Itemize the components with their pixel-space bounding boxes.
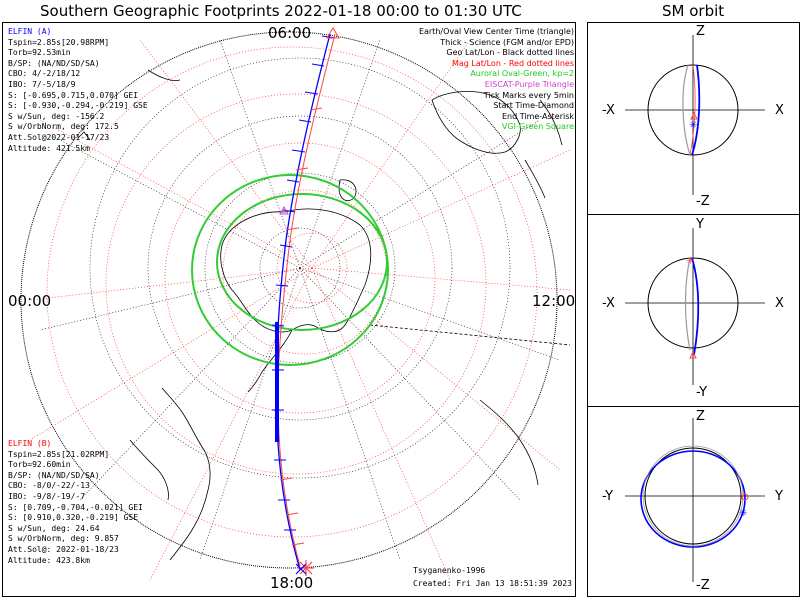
elfin-a-line: CBO: 4/-2/18/12 xyxy=(8,69,81,79)
view-center-line xyxy=(369,324,571,346)
legend-entry: Auroral Oval-Green, kp=2 xyxy=(470,69,574,79)
legend-entry: Geo Lat/Lon - Black dotted lines xyxy=(446,48,574,58)
elfin-a-tick-marks xyxy=(271,35,337,531)
orbit-xy-right: X xyxy=(775,296,784,311)
elfin-a-line: Tspin=2.85s[20.98RPM] xyxy=(8,37,110,47)
orbit-title: SM orbit xyxy=(662,2,725,20)
elfin-a-line: S: [-0.930,-0.294,-0.219] GSE xyxy=(8,101,148,111)
earth-limb xyxy=(20,31,558,569)
map-frame xyxy=(2,22,576,597)
elfin-b-line: CBO: -8/0/-22/-13 xyxy=(8,481,90,491)
orbit-yz-right: Y xyxy=(775,489,783,504)
clock-label-bottom: 18:00 xyxy=(270,574,314,592)
mag-lon-lines xyxy=(29,39,571,581)
elfin-b-line: IBO: -9/8/-19/-7 xyxy=(8,491,86,501)
orbit-xz-left: -X xyxy=(602,103,615,118)
clock-label-left: 00:00 xyxy=(8,292,52,310)
orbit-yz-bottom: -Z xyxy=(696,578,710,593)
elfin-a-end-asterisk xyxy=(295,563,307,575)
elfin-a-line: S w/Sun, deg: -156.2 xyxy=(8,111,105,121)
orbit-frame-yz xyxy=(587,406,800,597)
elfin-b-info: ELFIN (B) Tspin=2.85s[21.02RPM] Torb=92.… xyxy=(8,439,143,566)
model-label: Tsyganenko-1996 xyxy=(413,566,486,575)
svg-text:✳: ✳ xyxy=(689,120,697,131)
eiscat-triangle xyxy=(279,205,289,215)
elfin-b-tick-marks xyxy=(279,107,323,546)
clock-label-top: 06:00 xyxy=(268,24,312,42)
elfin-b-name: ELFIN (B) xyxy=(8,439,52,448)
clock-label-right: 12:00 xyxy=(532,292,576,310)
elfin-b-line: B/SP: (NA/ND/SD/SA) xyxy=(8,470,100,480)
orbit-yz-top: Z xyxy=(696,409,705,424)
svg-text:✳: ✳ xyxy=(686,256,694,267)
geo-lat-lines xyxy=(89,57,511,479)
elfin-b-line: S: [0.910,0.320,-0.219] GSE xyxy=(8,513,139,523)
elfin-a-name: ELFIN (A) xyxy=(8,27,52,36)
elfin-a-info: ELFIN (A) Tspin=2.85s[20.98RPM] Torb=92.… xyxy=(8,27,148,154)
orbit-frame-xy xyxy=(587,214,800,407)
created-label: Created: Fri Jan 13 18:51:39 2023 xyxy=(413,579,572,588)
orbit-xy-left: -X xyxy=(602,296,615,311)
orbit-yz-left: -Y xyxy=(602,489,614,504)
elfin-b-line: Tspin=2.85s[21.02RPM] xyxy=(8,449,110,459)
legend-entry: End Time-Asterisk xyxy=(501,111,574,121)
orbit-xz-right: X xyxy=(775,103,784,118)
elfin-b-line: S w/Sun, deg: 24.64 xyxy=(8,523,100,533)
elfin-a-line: S: [-0.695,0.715,0.070] GEI xyxy=(8,90,139,100)
elfin-b-line: S w/OrbNorm, deg: 9.857 xyxy=(8,534,119,544)
orbit-panel-xy: ✳ xyxy=(625,228,765,385)
elfin-b-line: Att.Sol@: 2022-01-18/23 xyxy=(8,544,119,554)
elfin-a-line: S w/OrbNorm, deg: 172.5 xyxy=(8,122,119,132)
elfin-a-line: Altitude: 421.5km xyxy=(8,143,90,153)
elfin-a-line: IBO: 7/-5/18/9 xyxy=(8,79,76,89)
orbit-panel-xz: ✳ xyxy=(625,35,765,195)
chart-title: Southern Geographic Footprints 2022-01-1… xyxy=(40,2,522,20)
auroral-oval xyxy=(191,174,389,366)
coastlines xyxy=(77,69,563,561)
legend-entry: Tick Marks every 5min xyxy=(483,90,574,100)
elfin-b-line: Altitude: 423.8km xyxy=(8,555,90,565)
orbit-xy-top: Y xyxy=(696,217,704,232)
elfin-a-line: B/SP: (NA/ND/SD/SA) xyxy=(8,58,100,68)
map-legend: Earth/Oval View Center Time (triangle) T… xyxy=(419,27,574,133)
orbit-xz-bottom: -Z xyxy=(696,194,710,209)
elfin-b-center-triangle xyxy=(326,27,340,39)
orbit-panel-yz: ✳ xyxy=(625,418,765,582)
legend-entry: Mag Lat/Lon - Red dotted lines xyxy=(451,58,574,68)
elfin-a-track xyxy=(275,33,331,571)
legend-entry: VGI-Green Square xyxy=(501,122,574,132)
legend-entry: Start Time-Diamond xyxy=(493,101,574,111)
svg-text:✳: ✳ xyxy=(739,508,747,519)
elfin-b-line: S: [0.709,-0.704,-0.021] GEI xyxy=(8,502,143,512)
orbit-xy-bottom: -Y xyxy=(696,385,708,400)
elfin-b-line: Torb=92.60min xyxy=(8,460,71,470)
orbit-xz-top: Z xyxy=(696,24,705,39)
elfin-a-line: Torb=92.53min xyxy=(8,48,71,58)
elfin-b-track xyxy=(277,33,336,567)
legend-entry: Earth/Oval View Center Time (triangle) xyxy=(418,27,574,36)
legend-entry: Thick - Science (FGM and/or EPD) xyxy=(440,37,574,47)
legend-entry: EISCAT-Purple Triangle xyxy=(484,79,574,89)
elfin-a-line: Att.Sol@2022-01-17/23 xyxy=(8,132,110,142)
